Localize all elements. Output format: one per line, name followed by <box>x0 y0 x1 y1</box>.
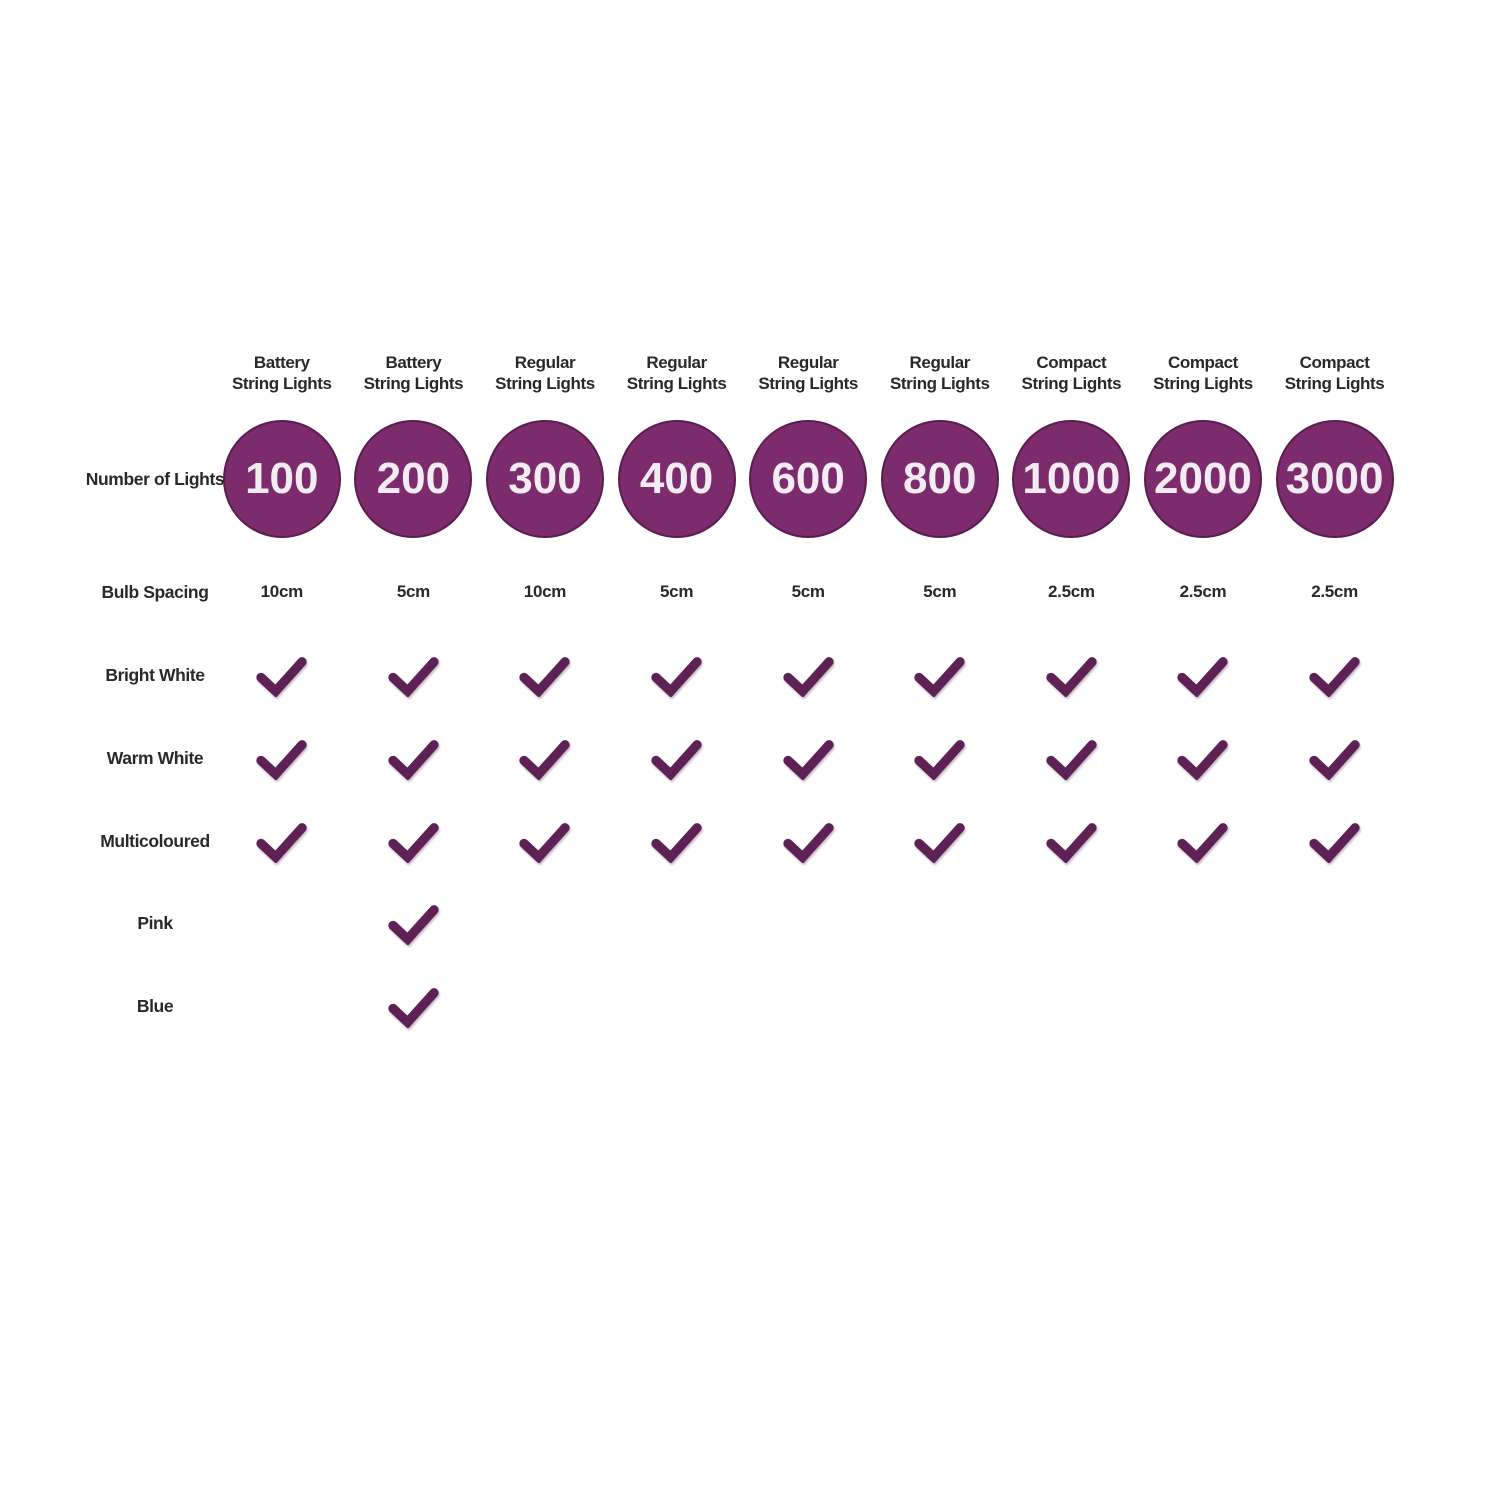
check-icon <box>256 822 307 863</box>
check-icon <box>256 656 307 697</box>
row-label-pink: Pink <box>137 912 173 933</box>
bulb-spacing-value: 5cm <box>791 582 825 601</box>
number-of-lights-badge: 100 <box>222 420 341 538</box>
product-type: String Lights <box>231 374 332 393</box>
column-header-regular-800: Regular String Lights <box>874 352 1006 394</box>
check-icon <box>651 822 702 863</box>
feature-row-bright-white: Bright White <box>94 650 1401 700</box>
check-icon <box>1046 656 1097 697</box>
number-of-lights-badge: 3000 <box>1275 420 1394 538</box>
row-label-number-of-lights: Number of Lights <box>85 468 225 489</box>
product-category: Regular <box>514 353 576 372</box>
row-label-multicoloured: Multicoloured <box>100 830 210 851</box>
check-icon <box>1046 739 1097 780</box>
product-type: String Lights <box>1153 374 1253 393</box>
check-icon <box>1309 739 1360 780</box>
product-category: Regular <box>646 353 707 372</box>
bulb-spacing-value: 5cm <box>396 582 430 601</box>
check-icon <box>388 822 439 863</box>
feature-row-multicoloured: Multicoloured <box>94 816 1401 866</box>
number-of-lights-badge: 2000 <box>1143 420 1262 538</box>
product-type: String Lights <box>889 374 990 393</box>
check-icon <box>1046 822 1097 863</box>
check-icon <box>651 656 702 697</box>
check-icon <box>388 656 439 697</box>
row-label-bulb-spacing: Bulb Spacing <box>101 581 209 602</box>
row-label-bright-white: Bright White <box>105 664 205 685</box>
bulb-spacing-value: 5cm <box>923 582 957 601</box>
bulb-spacing-row: Bulb Spacing 10cm 5cm 10cm 5cm 5cm 5cm 2… <box>94 572 1401 612</box>
column-header-regular-300: Regular String Lights <box>479 352 611 394</box>
check-icon <box>519 656 571 697</box>
check-icon <box>388 904 439 945</box>
number-of-lights-badge: 200 <box>354 420 473 538</box>
check-icon <box>1177 739 1229 780</box>
product-type: String Lights <box>1284 374 1385 393</box>
check-icon <box>783 656 834 697</box>
check-icon <box>914 739 965 780</box>
number-of-lights-badge: 600 <box>749 420 868 538</box>
product-type: String Lights <box>626 374 727 393</box>
product-category: Battery <box>253 353 310 372</box>
product-category: Regular <box>777 353 839 372</box>
product-category: Regular <box>909 353 971 372</box>
number-of-lights-badge: 800 <box>880 420 999 538</box>
check-icon <box>1309 656 1360 697</box>
check-icon <box>519 739 571 780</box>
bulb-spacing-value: 2.5cm <box>1179 582 1227 601</box>
product-category: Compact <box>1299 353 1370 372</box>
product-type: String Lights <box>363 374 464 393</box>
column-header-row: Battery String Lights Battery String Light… <box>94 352 1401 394</box>
check-icon <box>783 822 834 863</box>
column-header-regular-400: Regular String Lights <box>611 352 743 394</box>
feature-row-blue: Blue <box>94 981 1401 1031</box>
bulb-spacing-value: 10cm <box>523 582 567 601</box>
check-icon <box>1309 822 1360 863</box>
header-spacer <box>94 352 216 394</box>
check-icon <box>256 739 307 780</box>
row-label-warm-white: Warm White <box>106 747 204 768</box>
check-icon <box>1177 822 1229 863</box>
number-of-lights-row: Number of Lights 100 200 300 400 600 800… <box>85 419 1401 539</box>
product-category: Compact <box>1167 353 1238 372</box>
bulb-spacing-value: 2.5cm <box>1048 582 1095 601</box>
product-type: String Lights <box>1021 374 1122 393</box>
row-label-blue: Blue <box>136 995 174 1016</box>
column-header-compact-2000: Compact String Lights <box>1137 352 1269 394</box>
check-icon <box>914 656 965 697</box>
number-of-lights-badge: 1000 <box>1012 420 1131 538</box>
column-header-compact-1000: Compact String Lights <box>1006 352 1138 394</box>
number-of-lights-badge: 400 <box>617 420 736 538</box>
column-header-battery-200: Battery String Lights <box>348 352 480 394</box>
feature-row-warm-white: Warm White <box>94 733 1401 783</box>
feature-row-pink: Pink <box>94 898 1401 948</box>
check-icon <box>388 987 439 1028</box>
bulb-spacing-value: 2.5cm <box>1311 582 1358 601</box>
check-icon <box>914 822 965 863</box>
check-icon <box>783 739 834 780</box>
bulb-spacing-value: 5cm <box>660 582 694 601</box>
column-header-compact-3000: Compact String Lights <box>1269 352 1401 394</box>
bulb-spacing-value: 10cm <box>260 582 304 601</box>
product-category: Battery <box>385 353 442 372</box>
check-icon <box>388 739 439 780</box>
column-header-battery-100: Battery String Lights <box>216 352 348 394</box>
check-icon <box>651 739 702 780</box>
product-category: Compact <box>1036 353 1107 372</box>
check-icon <box>1177 656 1229 697</box>
check-icon <box>519 822 571 863</box>
product-type: String Lights <box>495 374 595 393</box>
column-header-regular-600: Regular String Lights <box>742 352 874 394</box>
number-of-lights-badge: 300 <box>485 420 604 538</box>
product-type: String Lights <box>758 374 858 393</box>
